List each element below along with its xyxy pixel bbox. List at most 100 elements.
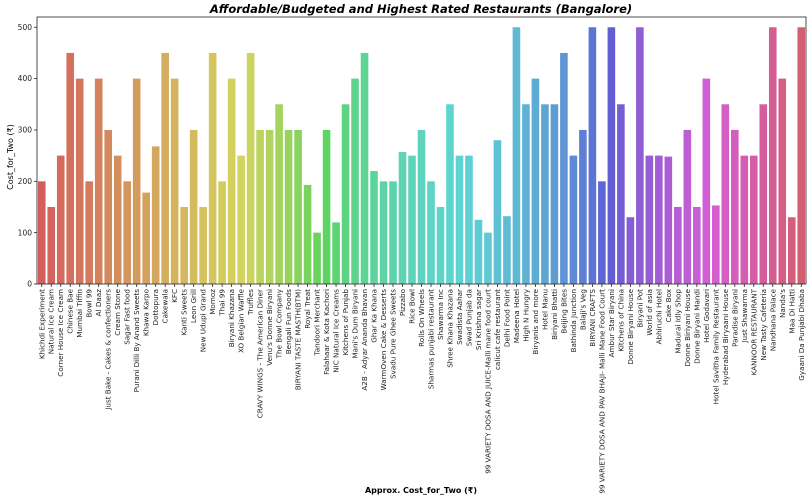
bar-18: [208, 52, 217, 284]
x-tick-label-25: The Bowl Company: [275, 288, 284, 359]
x-tick-label-65: Abhiruchi Hotel: [654, 289, 663, 344]
bar-10: [132, 78, 141, 285]
bar-45: [465, 155, 473, 284]
bar-43: [446, 104, 454, 284]
x-tick-label-78: Nanda's: [778, 289, 787, 318]
x-tick-label-27: BIRYANI TASTE MASTH(BTM): [294, 289, 303, 390]
bar-0: [37, 181, 46, 284]
bar-68: [683, 129, 692, 284]
x-tick-label-52: Biryanis and more: [531, 288, 540, 354]
bar-24: [265, 129, 274, 284]
bar-51: [522, 104, 530, 284]
x-tick-label-2: Corner House Ice Cream: [56, 289, 65, 377]
x-tick-label-61: Kitchens of China: [616, 289, 625, 352]
x-tick-label-7: Just Bake - Cakes & confectioners: [104, 289, 113, 411]
bar-38: [398, 152, 407, 284]
x-tick-label-45: Swad Punjab da: [464, 289, 473, 346]
x-tick-label-41: Sharmas punjabi restaurant: [426, 289, 435, 389]
x-tick-label-40: Rolls On Wheels: [417, 289, 426, 347]
y-axis-label: Cost_for_Two (₹): [6, 124, 15, 190]
bar-28: [303, 184, 312, 284]
x-tick-label-49: Delhi Food Point: [502, 289, 511, 347]
x-tick-label-9: Sagar Fast food: [123, 289, 132, 345]
x-tick-label-4: Mumbai Tiffin: [75, 289, 84, 338]
x-tick-label-69: Donne Biryani Mandi: [692, 289, 701, 364]
x-tick-label-70: Hotel Godavari: [702, 289, 711, 343]
bar-37: [389, 181, 397, 284]
x-tick-label-6: Al Daaz: [94, 289, 103, 317]
x-tick-label-80: Gyaani Da Punjabi Dhaba: [797, 289, 806, 381]
bar-70: [702, 78, 711, 285]
x-tick-label-14: KFC: [170, 289, 179, 303]
x-tick-label-59: 99 VARIETY DOSA AND PAV BHAJI- Malli Man…: [597, 289, 606, 494]
x-axis: Khichdi Experiment Natural Ice Cream Corne…: [37, 284, 806, 494]
x-tick-label-50: Madeena Hotel: [512, 289, 521, 343]
x-tick-label-46: Sri Krishna sagar: [474, 289, 483, 350]
bar-11: [142, 192, 150, 284]
x-tick-label-43: Shree Khana Khazana: [445, 289, 454, 368]
bar-62: [626, 217, 635, 284]
x-tick-label-11: Khawa Karpo: [142, 289, 151, 336]
y-tick-label-3: 300: [18, 126, 33, 135]
bar-22: [246, 52, 255, 284]
x-tick-label-0: Khichdi Experiment: [37, 289, 46, 359]
bar-50: [512, 27, 521, 285]
bar-41: [427, 181, 435, 284]
bar-72: [721, 104, 730, 284]
x-tick-label-3: Chinese Bae: [66, 288, 75, 333]
bar-3: [66, 52, 75, 284]
x-tick-label-66: Cake Box: [664, 288, 673, 322]
x-tick-label-29: Tandoori Merchant: [313, 289, 322, 357]
x-tick-label-38: Pizzabo: [398, 289, 407, 316]
bar-6: [94, 78, 103, 285]
x-tick-label-74: Just Shawarma: [740, 289, 749, 344]
bar-29: [313, 232, 321, 284]
x-tick-label-47: 99 VARIETY DOSA AND JUICE-Malli mane foo…: [483, 289, 492, 474]
bar-79: [787, 217, 796, 284]
bar-30: [322, 129, 331, 284]
x-tick-label-31: NIC Natural Ice Creams: [332, 289, 341, 373]
y-tick-label-1: 100: [18, 228, 33, 237]
x-tick-label-57: Balaji's Veg: [578, 289, 587, 330]
bar-66: [664, 156, 673, 284]
x-tick-label-24: Venu's Donne Biryani: [265, 289, 274, 366]
bar-60: [607, 27, 616, 285]
x-tick-label-21: XO Belgian Waffle: [237, 288, 246, 353]
bar-8: [113, 155, 122, 284]
x-tick-label-73: Paradise Biryani: [730, 289, 739, 347]
x-tick-label-42: Shawarma Inc: [436, 289, 445, 340]
bar-59: [598, 181, 606, 284]
bar-21: [237, 155, 245, 284]
y-tick-label-4: 400: [18, 74, 33, 83]
bar-1: [47, 206, 56, 284]
bar-71: [712, 205, 720, 284]
bar-74: [740, 155, 749, 284]
bar-16: [189, 129, 198, 284]
bar-5: [85, 181, 94, 284]
bar-75: [749, 155, 758, 284]
x-tick-label-54: Biriyani Bhatti: [550, 289, 559, 340]
bar-42: [436, 206, 445, 284]
x-tick-label-77: Nandhana Palace: [768, 288, 777, 351]
x-tick-label-58: BIRYANI CRAFTS: [588, 289, 597, 347]
x-tick-label-53: Hotel Manu: [540, 289, 549, 330]
bar-58: [588, 27, 597, 285]
bar-7: [104, 129, 113, 284]
x-tick-label-56: Bathinda Junction: [569, 289, 578, 352]
x-tick-label-32: Kitchens of Punjab: [341, 289, 350, 356]
x-tick-label-76: New Tasty Cafeteria: [759, 289, 768, 361]
bar-17: [199, 206, 207, 284]
x-tick-label-72: Hyderabad Biryaani House: [721, 288, 730, 385]
bar-9: [123, 181, 131, 284]
x-tick-label-5: Bowl 99: [85, 289, 94, 318]
x-tick-label-16: Leon Grill: [189, 289, 198, 323]
x-tick-label-1: Natural Ice Cream: [47, 289, 56, 354]
bar-4: [75, 78, 84, 285]
bar-19: [218, 181, 226, 284]
bar-32: [341, 104, 350, 284]
x-tick-label-35: Ghar Ka Khana: [370, 289, 379, 343]
x-tick-label-13: Cakewala: [161, 289, 170, 323]
x-tick-label-22: Truffles: [246, 289, 255, 316]
bar-64: [645, 155, 654, 284]
